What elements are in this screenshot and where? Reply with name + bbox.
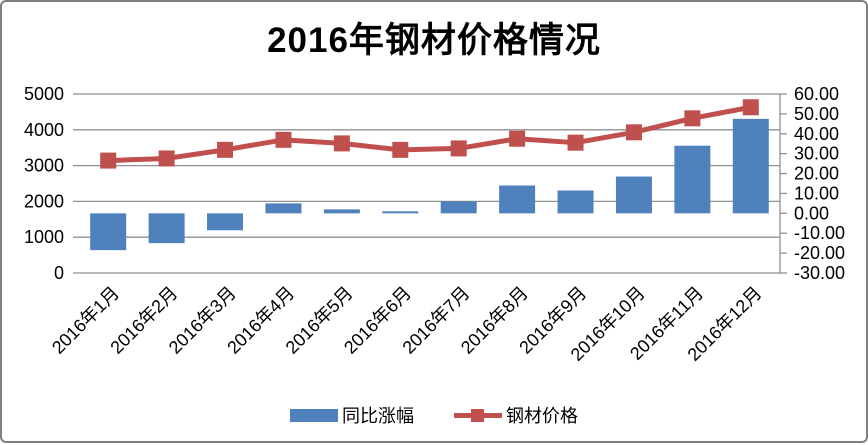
legend-line-swatch-icon bbox=[454, 408, 502, 423]
right-axis-label: 40.00 bbox=[794, 124, 839, 144]
bar bbox=[207, 213, 244, 231]
bar bbox=[90, 213, 127, 251]
bar bbox=[148, 213, 185, 244]
legend-item-line-series: 钢材价格 bbox=[454, 402, 578, 428]
right-axis-label: 0.00 bbox=[794, 203, 829, 223]
legend-bar-swatch-icon bbox=[290, 408, 338, 422]
bar bbox=[323, 209, 360, 214]
chart-title: 2016年钢材价格情况 bbox=[267, 21, 601, 60]
left-axis-label: 2000 bbox=[24, 191, 64, 211]
bar bbox=[499, 185, 536, 214]
line-marker bbox=[392, 141, 409, 158]
line-marker bbox=[567, 134, 584, 151]
line-marker bbox=[158, 150, 175, 167]
right-axis-label: 30.00 bbox=[794, 144, 839, 164]
bar bbox=[674, 145, 711, 214]
line-marker bbox=[625, 124, 642, 141]
legend-bar-label: 同比涨幅 bbox=[342, 406, 414, 426]
bar bbox=[557, 190, 594, 214]
legend-line-label: 钢材价格 bbox=[506, 406, 578, 426]
left-axis-label: 4000 bbox=[24, 120, 64, 140]
right-axis-label: 10.00 bbox=[794, 183, 839, 203]
line-marker bbox=[684, 110, 701, 127]
right-axis-label: 60.00 bbox=[794, 84, 839, 104]
line-series bbox=[108, 104, 752, 164]
line-marker bbox=[742, 99, 759, 116]
line-marker bbox=[275, 131, 292, 148]
left-axis-label: 0 bbox=[54, 263, 64, 283]
right-axis-label: -20.00 bbox=[794, 243, 845, 263]
line-marker bbox=[333, 135, 350, 152]
legend-line-marker bbox=[471, 408, 484, 422]
bar bbox=[615, 176, 652, 214]
bar bbox=[382, 211, 419, 214]
line-marker bbox=[217, 141, 234, 158]
left-axis-label: 1000 bbox=[24, 227, 64, 247]
line-marker bbox=[450, 140, 467, 157]
left-axis-label: 3000 bbox=[24, 156, 64, 176]
line-marker bbox=[100, 152, 117, 169]
bar bbox=[732, 118, 769, 214]
right-axis-label: -30.00 bbox=[794, 263, 845, 283]
left-axis-label: 5000 bbox=[24, 84, 64, 104]
bar bbox=[440, 201, 477, 214]
right-axis-label: -10.00 bbox=[794, 223, 845, 243]
right-axis-label: 20.00 bbox=[794, 164, 839, 184]
right-axis-label: 50.00 bbox=[794, 104, 839, 124]
legend-item-bar-series: 同比涨幅 bbox=[290, 402, 414, 428]
legend: 同比涨幅 钢材价格 bbox=[2, 402, 866, 428]
bar bbox=[265, 203, 302, 214]
line-marker bbox=[509, 130, 526, 147]
